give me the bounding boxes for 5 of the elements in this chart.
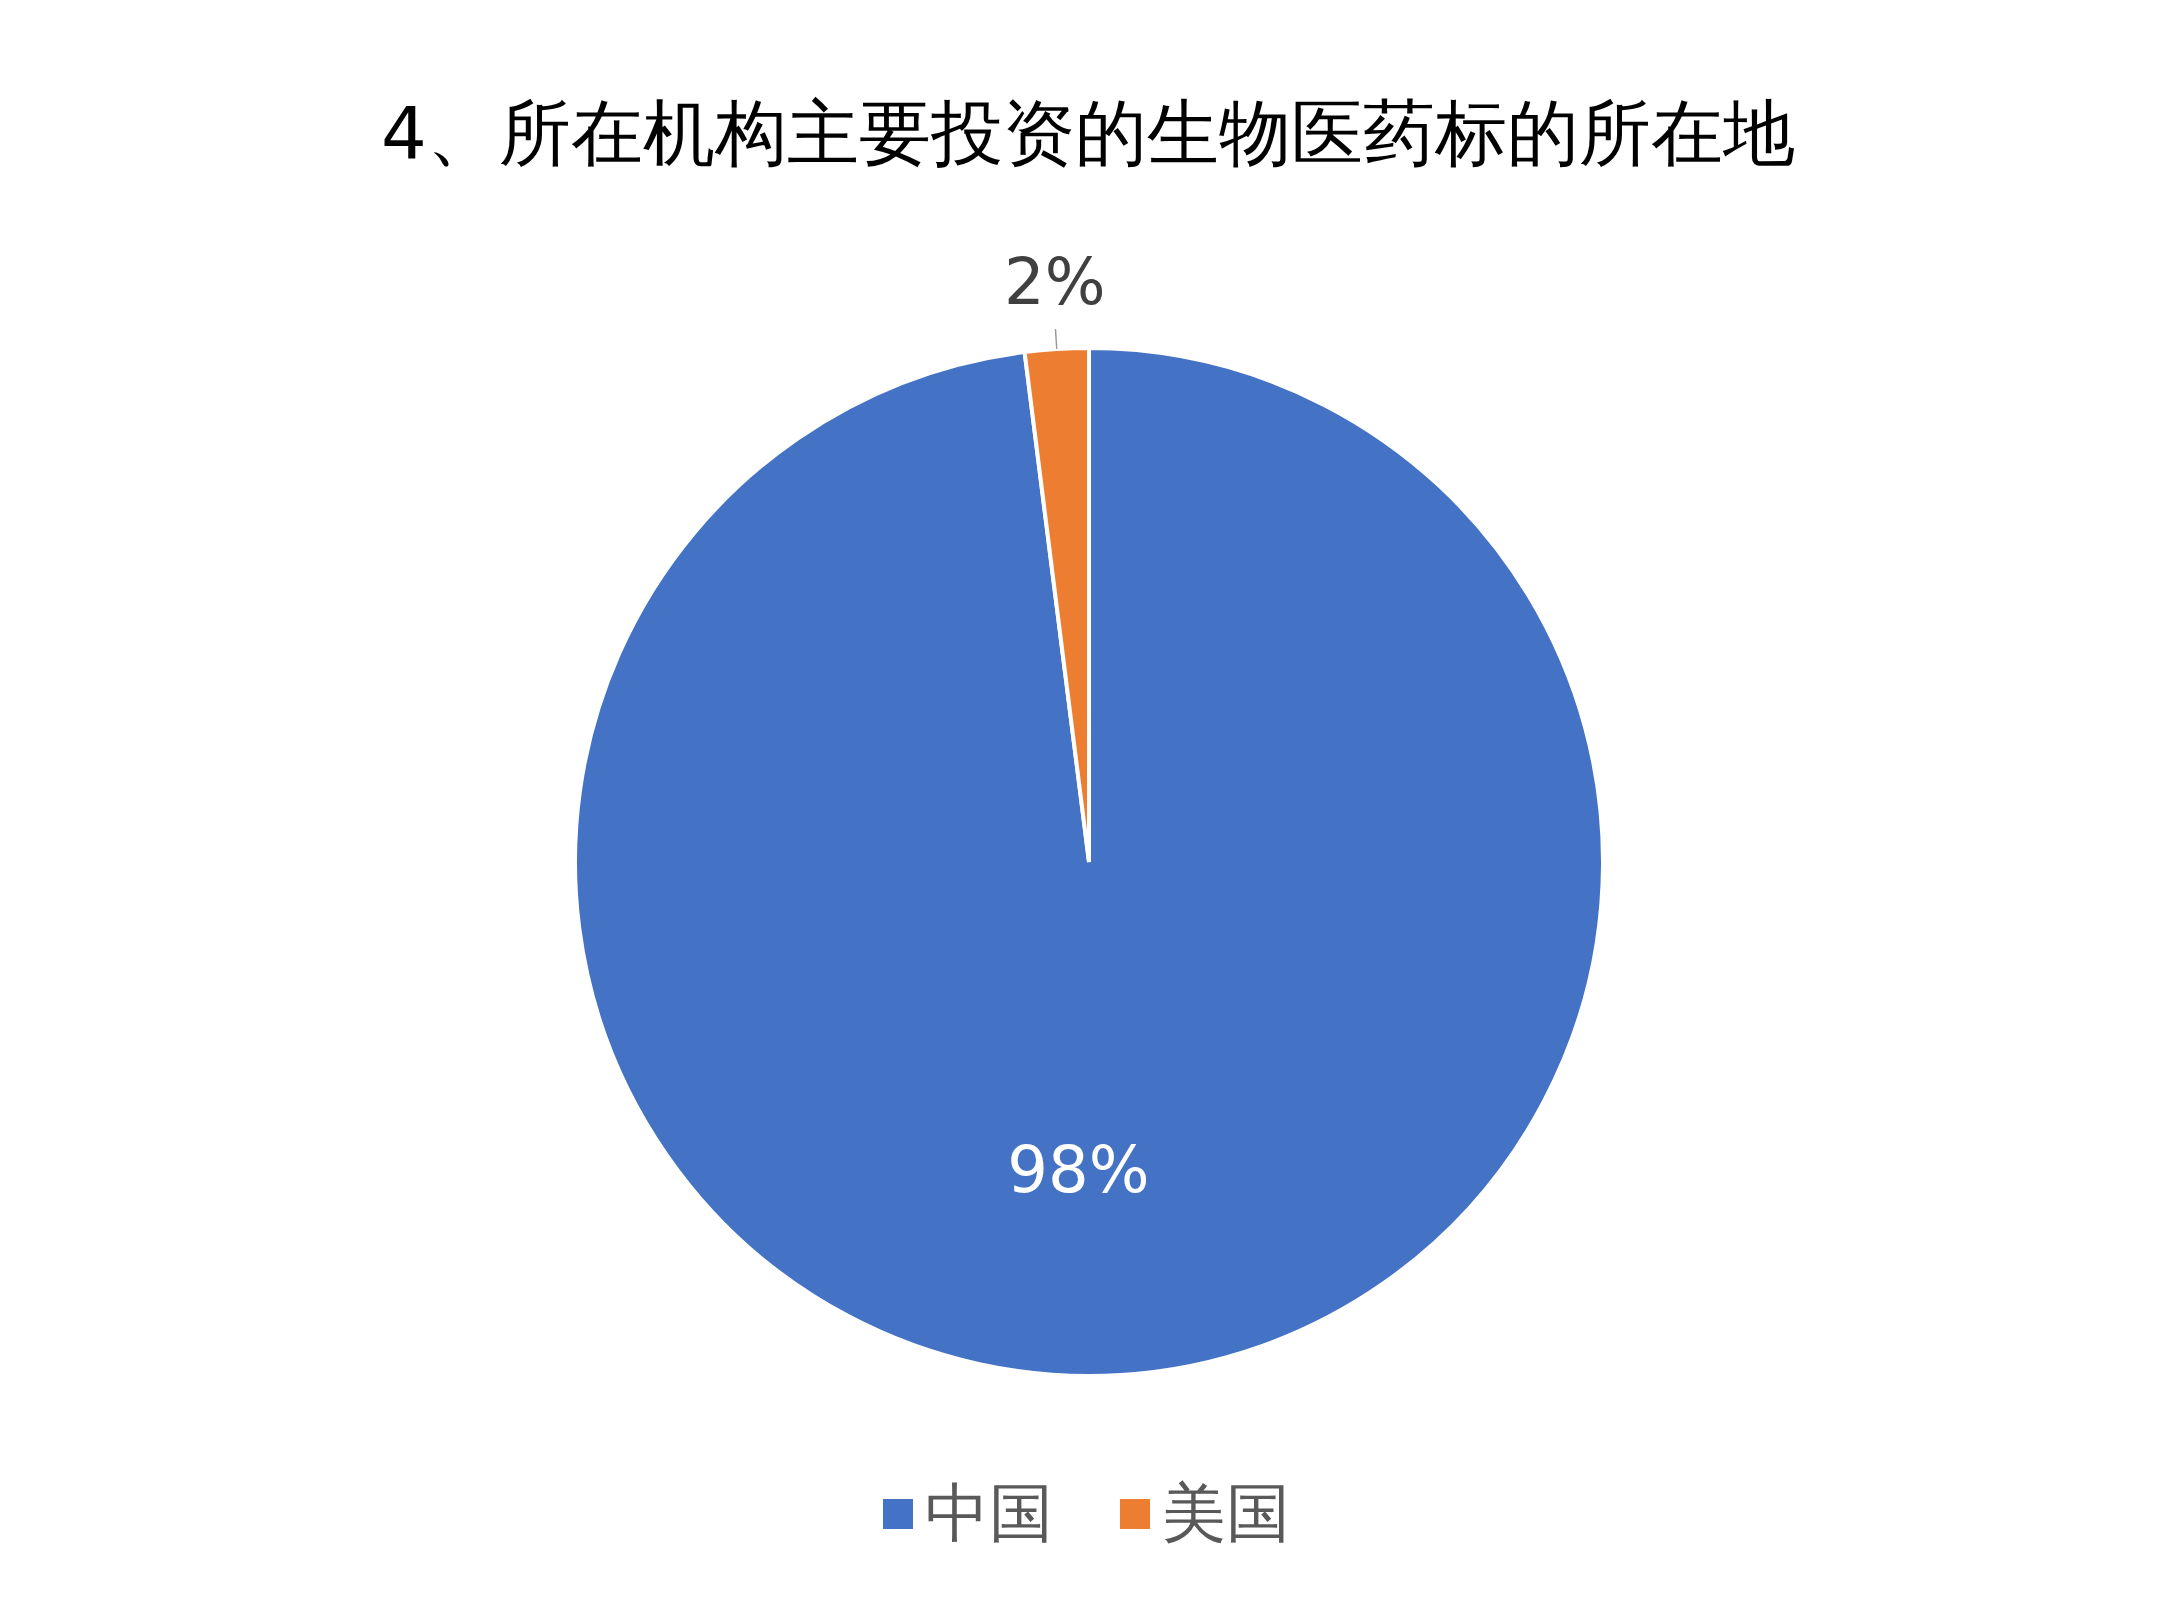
chart-title: 4、所在机构主要投资的生物医药标的所在地	[381, 91, 1795, 175]
data-label: 2%	[1004, 245, 1106, 320]
legend-label: 美国	[1162, 1476, 1290, 1550]
legend-label: 中国	[925, 1476, 1053, 1550]
data-label: 98%	[1007, 1132, 1150, 1207]
